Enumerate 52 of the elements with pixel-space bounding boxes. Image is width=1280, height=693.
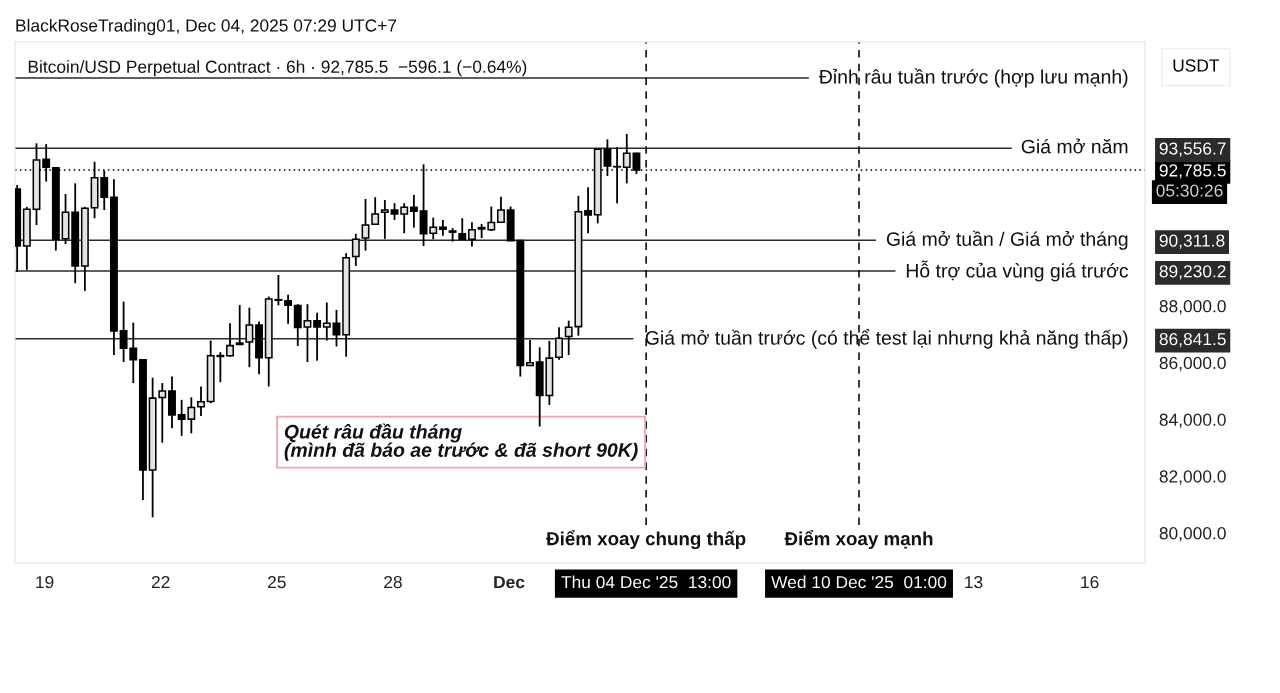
ref-line-label: Giá mở năm: [1021, 138, 1128, 154]
x-tick-label: Thu 04 Dec '25 13:00: [561, 575, 731, 589]
candlestick: [197, 385, 205, 417]
candlestick: [555, 326, 563, 361]
candlestick: [497, 195, 505, 224]
y-tick-label: 82,000.0: [1159, 470, 1226, 485]
y-tick-label: 89,230.2: [1159, 265, 1226, 280]
y-tick-label: 80,000.0: [1159, 527, 1226, 542]
text: Bitcoin/USD Perpetual Contract · 6h · 92,785.5 −596.1 (−0.64%): [28, 60, 527, 77]
candlestick: [226, 322, 234, 358]
x-tick-label: 25: [268, 575, 286, 589]
candlestick: [168, 375, 176, 430]
y-tick-label: 86,841.5: [1159, 332, 1226, 348]
y-tick-label: 88,000.0: [1159, 300, 1226, 315]
text: BlackRoseTrading01, Dec 04, 2025 07:29 UTC+7: [16, 18, 397, 36]
ref-line-label: Giá mở tuần trước (có thể test lại nhưng khả năng thấp): [645, 328, 1128, 349]
ref-line-label: Giá mở tuần / Giá mở tháng: [886, 230, 1128, 250]
x-tick-label: 28: [384, 575, 402, 589]
candlestick: [409, 194, 418, 229]
candlestick: [438, 219, 447, 237]
candlestick: [313, 311, 322, 362]
x-tick-label: Wed 10 Dec '25 01:00: [771, 575, 947, 589]
x-tick-label: 19: [36, 575, 54, 589]
x-tick-label: 16: [1081, 575, 1099, 589]
candlestick: [613, 146, 622, 205]
x-tick-label: 13: [965, 575, 983, 589]
x-tick-label: Dec: [494, 576, 525, 589]
x-tick-label: 22: [151, 575, 170, 589]
annotation: Quét râu đầu tháng (mình đã báo ae trước & đã short 90K): [284, 423, 638, 461]
y-tick-label: 93,556.7: [1159, 142, 1226, 157]
ref-line-label: Đỉnh râu tuần trước (hợp lưu mạnh): [818, 68, 1128, 88]
ref-line-label: Điểm xoay mạnh: [784, 530, 933, 550]
y-tick-label: 84,000.0: [1159, 413, 1226, 428]
candlestick: [322, 301, 331, 342]
candlestick: [361, 198, 370, 252]
y-tick-label: 92,785.5: [1159, 164, 1226, 179]
candlestick: [332, 308, 341, 348]
candlestick: [284, 293, 293, 325]
candlestick: [351, 232, 360, 267]
y-tick-label: 90,311.8: [1159, 234, 1225, 249]
candlestick: [400, 202, 409, 235]
text: 05:30:26: [1156, 184, 1223, 197]
candlestick: [584, 186, 593, 235]
candlestick: [458, 217, 467, 241]
candlestick: [380, 199, 389, 240]
candlestick: [526, 339, 534, 367]
candlestick: [467, 221, 476, 248]
y-axis-title: USDT: [1173, 59, 1220, 72]
y-tick-label: 86,000.0: [1159, 356, 1226, 372]
ref-line-label: Hỗ trợ của vùng giá trước: [906, 260, 1129, 282]
candlestick: [371, 196, 380, 226]
ref-line-label: Điểm xoay chung thấp: [546, 530, 746, 550]
